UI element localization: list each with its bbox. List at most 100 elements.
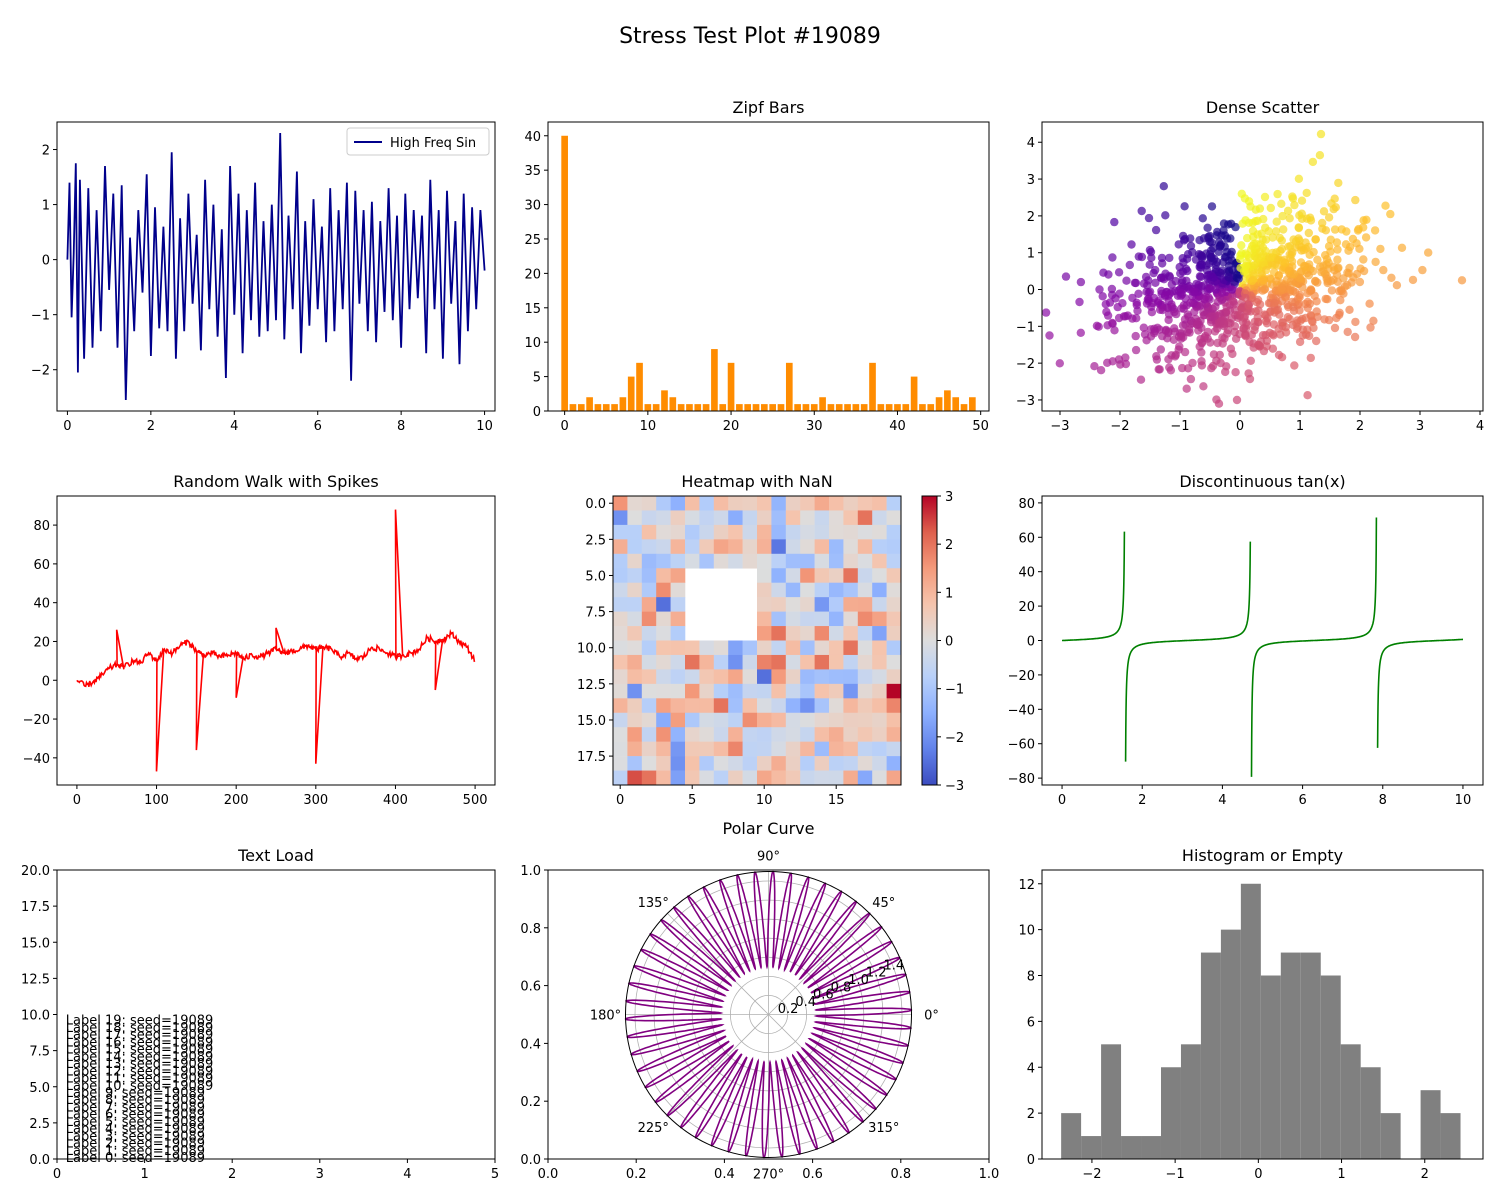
- heatmap-cell: [886, 611, 902, 627]
- scatter-point: [1324, 213, 1334, 222]
- heatmap-cell: [656, 756, 671, 771]
- y-tick-label: 2: [1027, 210, 1035, 225]
- histogram-bar: [1260, 975, 1281, 1159]
- scatter-point: [1197, 361, 1207, 370]
- colorbar-tick-label: 3: [945, 490, 953, 505]
- y-tick-label: 10.0: [577, 642, 606, 657]
- heatmap-cell: [872, 727, 887, 742]
- scatter-point: [1158, 331, 1167, 341]
- heatmap-cell: [829, 568, 844, 583]
- heatmap-cell: [814, 582, 830, 598]
- text-label: Label 10: seed=19089: [66, 1079, 214, 1094]
- heatmap-cell: [656, 539, 671, 555]
- histogram-bar: [1320, 975, 1341, 1159]
- scatter-point: [1164, 355, 1173, 364]
- heatmap-cell: [757, 496, 772, 511]
- heatmap-cell: [713, 553, 729, 569]
- y-tick-label: 1: [1027, 247, 1035, 262]
- heatmap-cell: [857, 756, 873, 771]
- scatter-point: [1227, 285, 1237, 294]
- heatmap-cell: [886, 510, 902, 526]
- scatter-point: [1240, 194, 1250, 203]
- scatter-point: [1136, 375, 1146, 384]
- heatmap-cell: [670, 727, 686, 742]
- heatmap-cell: [713, 683, 729, 699]
- heatmap-cell: [843, 727, 859, 742]
- scatter-point: [1322, 274, 1331, 283]
- heatmap-cell: [757, 756, 772, 771]
- scatter-point: [1121, 353, 1130, 362]
- histogram-bar: [1061, 1113, 1082, 1159]
- heatmap-cell: [670, 611, 686, 627]
- heatmap-cell: [872, 510, 887, 526]
- scatter-point: [1332, 238, 1342, 247]
- axes-p6: Discontinuous tan(x) 0 2 4 6 8 10 −80 −60 −40 −20 0…: [1008, 472, 1484, 808]
- scatter-point: [1180, 202, 1189, 211]
- x-tick-label: −2: [1110, 419, 1129, 434]
- heatmap-cell: [886, 597, 902, 612]
- heatmap-cell: [771, 712, 787, 728]
- y-tick-label: 1: [42, 199, 50, 214]
- scatter-point: [1333, 255, 1342, 264]
- radial-label: 1.2: [866, 966, 887, 981]
- scatter-point: [1336, 296, 1345, 305]
- bar: [694, 404, 702, 411]
- heatmap-cell: [829, 741, 844, 757]
- heatmap-cell: [800, 654, 815, 670]
- histogram-bar: [1300, 952, 1321, 1159]
- heatmap-cell: [771, 727, 787, 742]
- scatter-point: [1210, 254, 1219, 263]
- text-label: Label 16: seed=19089: [66, 1035, 214, 1050]
- heatmap-cell: [800, 626, 815, 641]
- heatmap-cell: [829, 698, 844, 714]
- text-label: Label 17: seed=19089: [66, 1028, 214, 1043]
- heatmap-cell: [627, 741, 643, 757]
- text-label: Label 14: seed=19089: [66, 1050, 214, 1065]
- bar: [877, 404, 885, 411]
- scatter-point: [1231, 368, 1240, 377]
- y-tick-label: 4: [1027, 136, 1035, 151]
- scatter-point: [1110, 326, 1119, 335]
- scatter-point: [1243, 233, 1252, 243]
- scatter-point: [1241, 261, 1250, 271]
- y-tick-label: 10.0: [21, 1009, 50, 1024]
- scatter-point: [1281, 292, 1291, 301]
- scatter-point: [1318, 218, 1327, 228]
- text-label: Label 19: seed=19089: [66, 1014, 214, 1029]
- heatmap-cell: [656, 741, 671, 757]
- plot-title: Random Walk with Spikes: [173, 472, 378, 491]
- y-tick-label: −3: [1016, 394, 1035, 409]
- scatter-point: [1275, 233, 1285, 243]
- heatmap-cell: [757, 683, 772, 699]
- scatter-point: [1247, 330, 1257, 339]
- scatter-point: [1195, 342, 1204, 351]
- y-tick-label: 5.0: [29, 1081, 50, 1096]
- x-tick-label: 1: [1337, 1167, 1345, 1182]
- heatmap-cell: [800, 553, 815, 569]
- scatter-point: [1284, 242, 1293, 251]
- heatmap-cell: [843, 510, 859, 526]
- scatter-point: [1229, 297, 1239, 307]
- heatmap-cell: [656, 727, 671, 742]
- heatmap-cell: [728, 654, 743, 670]
- heatmap-cell: [670, 553, 686, 569]
- heatmap-cell: [872, 640, 887, 656]
- scatter-point: [1312, 336, 1321, 346]
- scatter-point: [1238, 219, 1247, 228]
- heatmap-cell: [785, 510, 801, 526]
- bar: [910, 376, 918, 411]
- heatmap-cell: [757, 712, 772, 728]
- scatter-point: [1276, 330, 1285, 339]
- heatmap-cell: [641, 553, 657, 569]
- scatter-point: [1294, 174, 1304, 183]
- scatter-point: [1355, 244, 1364, 253]
- scatter-point: [1311, 235, 1321, 244]
- scatter-point: [1214, 399, 1224, 408]
- heatmap-cell: [757, 698, 772, 714]
- heatmap-cell: [800, 756, 815, 771]
- heatmap-cell: [829, 582, 844, 598]
- scatter-point: [1149, 268, 1158, 278]
- scatter-point: [1122, 276, 1131, 285]
- x-tick-label: 500: [463, 793, 488, 808]
